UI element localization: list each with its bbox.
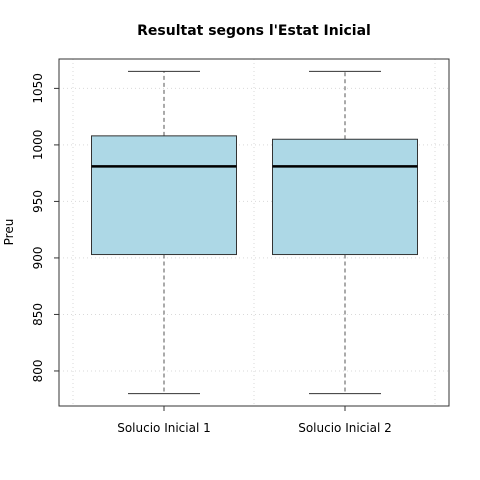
boxes bbox=[91, 70, 418, 395]
axes: 800 850 900 950 1000 1050 Solucio Inicial 1 Sol… bbox=[31, 73, 392, 435]
box-iqr bbox=[91, 135, 237, 256]
box-1 bbox=[91, 70, 237, 395]
y-tick-label: 800 bbox=[31, 360, 45, 383]
plot-frame bbox=[58, 58, 450, 407]
box-iqr bbox=[272, 138, 418, 256]
y-tick-label: 1050 bbox=[31, 73, 45, 104]
box-2 bbox=[272, 70, 418, 395]
y-tick-label: 900 bbox=[31, 246, 45, 269]
y-tick-label: 1000 bbox=[31, 130, 45, 161]
y-tick-label: 950 bbox=[31, 190, 45, 213]
chart-title: Resultat segons l'Estat Inicial bbox=[137, 23, 371, 39]
x-tick-label: Solucio Inicial 2 bbox=[298, 421, 392, 435]
y-axis-label: Preu bbox=[2, 219, 16, 246]
y-tick-label: 850 bbox=[31, 303, 45, 326]
x-tick-label: Solucio Inicial 1 bbox=[117, 421, 211, 435]
